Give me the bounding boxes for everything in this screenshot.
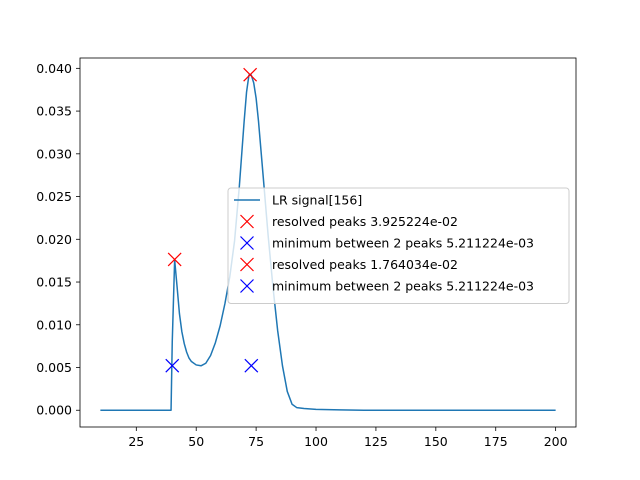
legend-label: resolved peaks 1.764034e-02 — [272, 257, 458, 272]
x-tick-label: 175 — [484, 434, 508, 449]
legend-box — [227, 187, 570, 304]
x-tick-label: 150 — [424, 434, 448, 449]
legend-label: minimum between 2 peaks 5.211224e-03 — [272, 279, 534, 294]
x-tick-label: 50 — [188, 434, 204, 449]
legend-marker-stroke — [240, 236, 254, 250]
x-tick-label: 200 — [544, 434, 568, 449]
marker-stroke — [243, 67, 258, 82]
x-tick-label: 100 — [304, 434, 328, 449]
x-tick-label: 125 — [364, 434, 388, 449]
legend-handle-marker — [240, 214, 254, 229]
legend-marker-stroke — [240, 257, 254, 272]
y-tick-label: 0.005 — [36, 360, 72, 375]
y-tick-label: 0.010 — [36, 317, 72, 332]
legend-handle-marker — [240, 257, 254, 272]
x-tick-label: 25 — [128, 434, 144, 449]
axes: 25 50 75 100 125 150 175 200 0.000 0.005 0.010 0.01… — [36, 57, 577, 449]
marker-stroke — [167, 252, 182, 267]
y-tick-label: 0.035 — [36, 104, 72, 119]
x-tick-label: 75 — [248, 434, 264, 449]
marker-minimum-2 — [244, 358, 259, 373]
legend-label: minimum between 2 peaks 5.211224e-03 — [272, 236, 534, 251]
y-tick-label: 0.000 — [36, 403, 72, 418]
legend-label: resolved peaks 3.925224e-02 — [272, 214, 458, 229]
legend-handle-marker — [240, 279, 254, 293]
y-tick-label: 0.020 — [36, 232, 72, 247]
marker-peak-1 — [243, 67, 258, 82]
series-group — [100, 67, 556, 411]
marker-peak-3 — [167, 252, 182, 267]
marker-stroke — [165, 358, 180, 373]
marker-minimum-4 — [165, 358, 180, 373]
series-line-signal — [100, 74, 556, 411]
legend-handle-marker — [240, 236, 254, 250]
y-tick-label: 0.025 — [36, 189, 72, 204]
y-tick-label: 0.015 — [36, 275, 72, 290]
marker-stroke — [244, 358, 259, 373]
legend-label: LR signal[156] — [272, 193, 362, 208]
plot-area — [100, 67, 556, 411]
legend-marker-stroke — [240, 279, 254, 293]
axes-frame — [79, 57, 577, 428]
legend-marker-stroke — [240, 214, 254, 229]
y-tick-label: 0.030 — [36, 146, 72, 161]
legend: LR signal[156] resolved peaks 3.925224e-0… — [227, 187, 570, 304]
y-tick-label: 0.040 — [36, 61, 72, 76]
